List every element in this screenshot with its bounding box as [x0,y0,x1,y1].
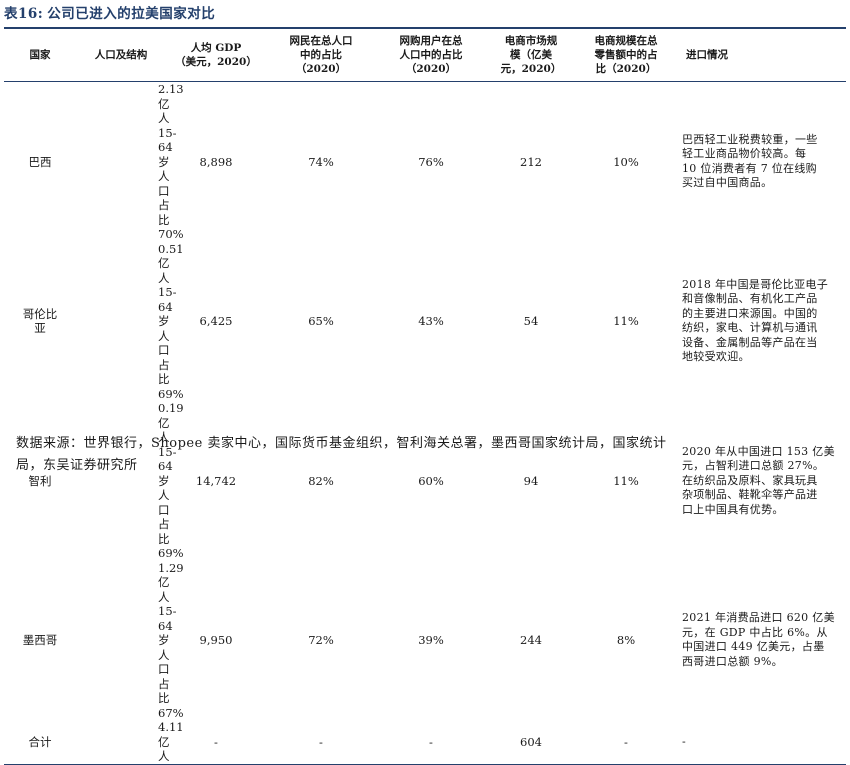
cell-ecommerce-share: 10% [613,154,639,169]
cell-ecommerce-size: 54 [523,314,539,328]
cell-internet: 74% [308,154,334,169]
cell-online-shoppers: - [376,720,486,765]
cell-online-shoppers: 43% [418,314,444,328]
cell-population: 0.51 亿人 15-64 岁人 口占比 69% [158,241,184,401]
cell-population: 1.29 亿人 15-64 岁人 口占比 67% [158,560,184,720]
comparison-table: 国家 人口及结构 人均 GDP （美元，2020） 网民在总人口 中的占比 （2020… [4,29,846,765]
cell-country: 哥伦比亚 [22,306,58,336]
cell-imports: - [676,720,846,765]
header-country: 国家 [4,29,76,82]
table-number: 表16: [4,6,44,22]
table-row: 智利 0.19 亿人 15-64 岁人 口占比 69% 14,742 82% 60%… [4,401,846,561]
cell-gdp: 6,425 [199,314,233,328]
cell-internet: 65% [308,314,334,328]
header-gdp: 人均 GDP （美元，2020） [166,29,266,82]
table-row: 哥伦比亚 0.51 亿人 15-64 岁人 口占比 69% 6,425 65% 43… [4,242,846,402]
header-imports: 进口情况 [676,29,846,82]
cell-gdp: 9,950 [199,633,233,647]
cell-imports: 2020 年从中国进口 153 亿美 元，占智利进口总额 27%。 在纺织品及原料、… [682,444,835,516]
cell-ecommerce-size: 244 [520,633,542,647]
source-note: 数据来源：世界银行，Shopee 卖家中心，国际货币基金组织，智利海关总署，墨西… [16,436,667,473]
cell-country: 巴西 [28,154,52,169]
table-row: 墨西哥 1.29 亿人 15-64 岁人 口占比 67% 9,950 72% 39%… [4,561,846,721]
cell-gdp: 8,898 [199,154,233,169]
cell-country: 合计 [4,720,76,765]
cell-ecommerce-share: 8% [616,633,636,647]
total-row: 合计 4.11 亿人 - - - 604 - - [4,720,846,765]
cell-population: 2.13 亿人 15-64 岁人 口占比 70% [158,82,184,241]
cell-online-shoppers: 76% [418,154,444,169]
header-online-shoppers: 网购用户在总 人口中的占比 （2020） [376,29,486,82]
header-ecommerce-share: 电商规模在总 零售额中的占 比（2020） [576,29,676,82]
header-population: 人口及结构 [76,29,166,82]
cell-internet: 72% [308,633,334,647]
cell-online-shoppers: 39% [418,633,444,647]
top-rule [4,27,846,29]
cell-internet: - [266,720,376,765]
cell-ecommerce-share: 11% [613,473,639,488]
cell-country: 墨西哥 [22,633,58,647]
cell-internet: 82% [308,473,334,488]
cell-imports: 2018 年中国是哥伦比亚电子 和音像制品、有机化工产品 的主要进口来源国。中国的纺… [682,277,828,364]
table-title: 表16: 公司已进入的拉美国家对比 [4,2,215,22]
header-row: 国家 人口及结构 人均 GDP （美元，2020） 网民在总人口 中的占比 （2020… [4,29,846,82]
cell-online-shoppers: 60% [418,473,444,488]
cell-ecommerce-share: 11% [613,314,639,328]
table-title-text: 公司已进入的拉美国家对比 [47,6,216,22]
cell-population: 4.11 亿人 [76,720,184,765]
cell-gdp: 14,742 [195,473,237,488]
cell-ecommerce-share: - [576,720,676,765]
table-row: 巴西 2.13 亿人 15-64 岁人 口占比 70% 8,898 74% 76% … [4,82,846,242]
header-internet: 网民在总人口 中的占比 （2020） [266,29,376,82]
cell-ecommerce-size: 94 [523,473,539,488]
cell-country: 智利 [28,473,52,488]
header-ecommerce-size: 电商市场规 模（亿美 元，2020） [486,29,576,82]
cell-ecommerce-size: 604 [486,720,576,765]
cell-imports: 巴西轻工业税费较重，一些 轻工业商品物价较高。每 10 位消费者有 7 位在线购 买过… [682,132,818,190]
cell-ecommerce-size: 212 [520,154,542,169]
cell-population: 0.19 亿人 15-64 岁人 口占比 69% [158,401,184,560]
cell-imports: 2021 年消费品进口 620 亿美 元，在 GDP 中占比 6%。从 中国进口 4… [682,611,835,668]
